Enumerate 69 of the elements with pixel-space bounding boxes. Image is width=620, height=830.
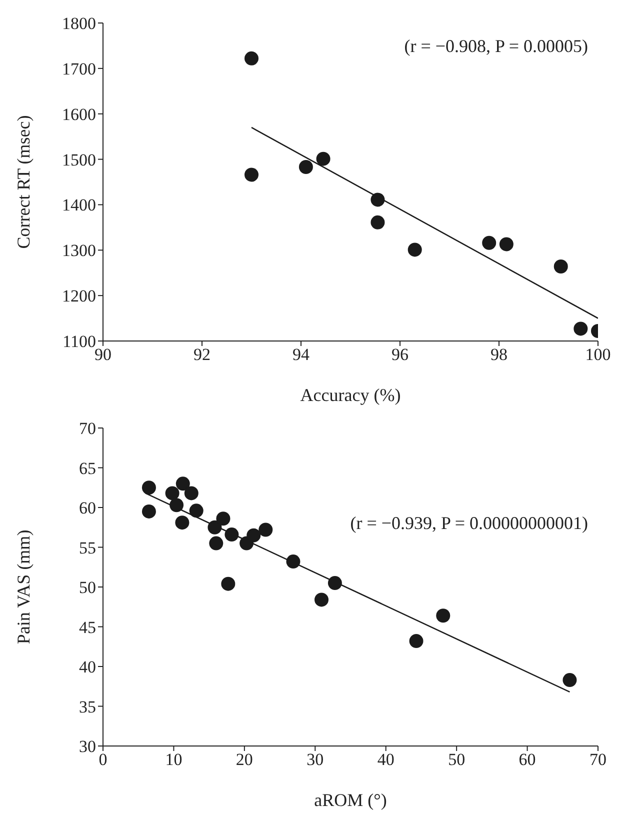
point (370, 215, 385, 230)
point (370, 192, 385, 207)
point (142, 504, 156, 518)
y-tick-label: 40 (79, 658, 96, 677)
x-axis-title: aROM (°) (314, 790, 387, 810)
point (574, 322, 588, 336)
x-tick-label: 90 (94, 345, 112, 364)
y-tick-label: 70 (79, 419, 96, 438)
point (554, 259, 568, 274)
point (436, 608, 450, 623)
point (314, 592, 329, 607)
point (258, 522, 273, 537)
point (208, 520, 222, 534)
y-tick-label: 1700 (62, 59, 96, 78)
annotation: (r = −0.939, P = 0.00000000001) (350, 513, 588, 534)
point (316, 152, 330, 166)
y-tick-label: 30 (79, 737, 96, 756)
point (244, 168, 258, 182)
y-tick-label: 50 (79, 578, 96, 598)
y-tick-label: 1800 (62, 14, 96, 34)
point (408, 242, 422, 257)
y-tick-label: 35 (79, 697, 96, 716)
point (286, 554, 300, 569)
annotation: (r = −0.908, P = 0.00005) (404, 36, 588, 57)
point (176, 476, 190, 491)
point (221, 576, 236, 591)
x-tick-label: 60 (518, 750, 536, 770)
point (499, 237, 514, 252)
point (142, 480, 156, 495)
x-tick-label: 20 (236, 750, 253, 770)
y-axis-title: Pain VAS (mm) (13, 530, 34, 644)
y-tick-label: 1600 (62, 104, 96, 124)
x-tick-label: 30 (306, 750, 324, 770)
point (298, 160, 313, 174)
x-tick-label: 100 (585, 345, 611, 364)
point (189, 504, 204, 518)
y-tick-label: 1300 (62, 241, 96, 260)
y-axis-title: Correct RT (msec) (13, 115, 34, 249)
point (170, 498, 184, 512)
point (175, 516, 190, 530)
point (246, 528, 261, 542)
y-tick-label: 60 (79, 498, 96, 518)
point (224, 528, 239, 542)
y-tick-label: 55 (79, 538, 96, 558)
x-tick-label: 94 (292, 345, 310, 364)
x-tick-label: 70 (590, 750, 606, 770)
x-tick-label: 50 (448, 750, 466, 770)
point (216, 512, 230, 526)
x-tick-label: 40 (377, 750, 394, 770)
point (165, 486, 180, 500)
point (184, 486, 198, 500)
point (244, 51, 258, 66)
point (482, 236, 496, 250)
y-tick-label: 1500 (62, 150, 96, 170)
point (562, 673, 577, 688)
x-axis-title: Accuracy (%) (300, 385, 401, 405)
point (328, 576, 342, 590)
x-tick-label: 0 (98, 750, 108, 770)
x-tick-label: 10 (165, 750, 182, 770)
y-tick-label: 65 (79, 458, 96, 478)
x-tick-label: 92 (194, 345, 210, 364)
y-tick-label: 45 (79, 618, 96, 637)
x-tick-label: 96 (392, 345, 408, 364)
x-tick-label: 98 (490, 345, 508, 364)
point (209, 536, 224, 550)
y-tick-label: 1200 (62, 286, 96, 306)
y-tick-label: 1100 (62, 332, 96, 352)
point (409, 634, 424, 648)
y-tick-label: 1400 (62, 196, 96, 215)
